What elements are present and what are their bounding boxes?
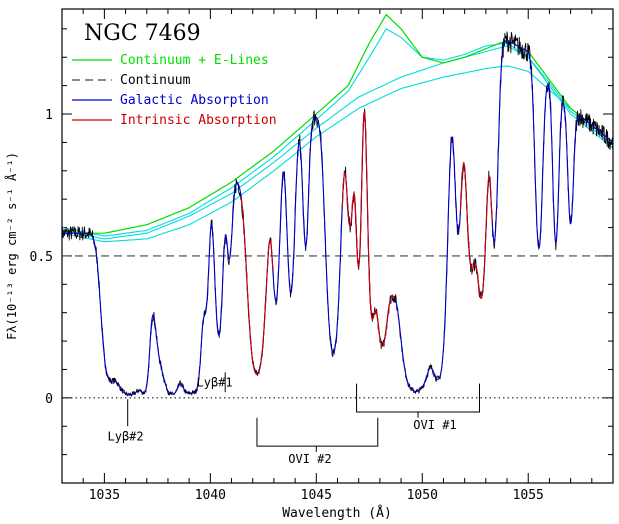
line-annotations: Lyβ#2 Lyβ#1 OVI #1 OVI #2 xyxy=(108,372,480,466)
model-curves xyxy=(61,13,614,243)
y-tick-label: 0 xyxy=(45,392,53,407)
annotation-label: Lyβ#1 xyxy=(197,375,233,389)
reference-lines xyxy=(62,255,613,399)
y-tick-label: 1 xyxy=(45,108,53,123)
galactic-absorption-line xyxy=(62,39,613,396)
x-axis-label: Wavelength (Å) xyxy=(282,505,392,521)
bracket-label: OVI #2 xyxy=(288,452,331,466)
legend-label: Galactic Absorption xyxy=(120,93,269,108)
intrinsic-absorption-line xyxy=(351,111,366,268)
intrinsic-absorption-line xyxy=(362,111,380,333)
bracket xyxy=(256,417,379,447)
bracket-label: OVI #1 xyxy=(413,418,456,432)
axis-ticks xyxy=(61,9,614,484)
emission-component-line xyxy=(61,65,614,243)
axis-tick-labels: 1035 1040 1045 1050 1055 0 0.5 1 xyxy=(30,108,544,503)
intrinsic-absorption-line xyxy=(368,259,396,347)
x-tick-label: 1045 xyxy=(301,488,332,503)
legend-label: Continuum xyxy=(120,73,191,88)
intrinsic-absorption-line xyxy=(240,196,274,375)
chart-title: NGC 7469 xyxy=(84,21,201,46)
intrinsic-absorption-line xyxy=(470,175,493,300)
legend-label: Intrinsic Absorption xyxy=(120,113,277,128)
legend: Continuum + E-Lines Continuum Galactic Abs… xyxy=(72,53,277,128)
x-tick-label: 1035 xyxy=(89,488,120,503)
annotation-label: Lyβ#2 xyxy=(108,429,144,443)
fit-curves xyxy=(62,39,613,396)
emission-component-line xyxy=(61,45,614,240)
x-tick-label: 1050 xyxy=(407,488,438,503)
y-tick-label: 0.5 xyxy=(30,250,53,265)
legend-label: Continuum + E-Lines xyxy=(120,53,269,68)
y-axis-label: Fλ(10⁻¹³ erg cm⁻² s⁻¹ Å⁻¹) xyxy=(4,152,19,340)
x-tick-label: 1040 xyxy=(195,488,226,503)
x-tick-label: 1055 xyxy=(513,488,544,503)
